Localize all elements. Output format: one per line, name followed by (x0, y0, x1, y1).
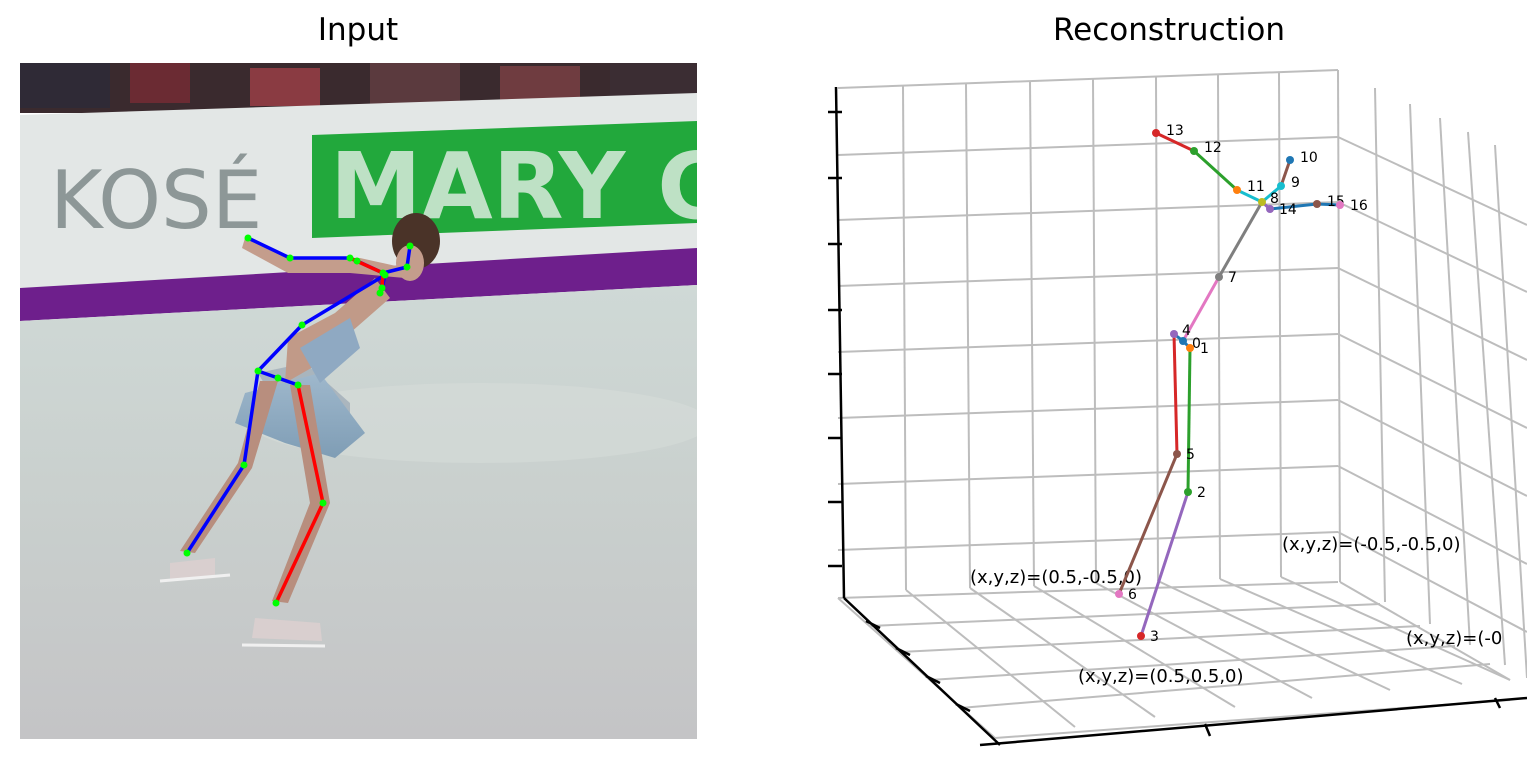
joint-2d (183, 549, 191, 557)
bone-2d-blue (242, 370, 260, 466)
joint-3d-10 (1286, 156, 1294, 164)
banner-text-right: MARY C (330, 133, 697, 240)
bone-3d (1186, 347, 1192, 493)
joint-3d-7 (1215, 273, 1223, 281)
reconstruction-panel: (x,y,z)=(0.5,-0.5,0) (x,y,z)=(-0.5,-0.5,… (790, 63, 1527, 759)
corner-label-front-right: (x,y,z)=(0.5,0.5,0) (1078, 666, 1244, 687)
joint-2d (254, 367, 262, 375)
joint-2d (319, 499, 327, 507)
joint-2d (298, 321, 306, 329)
bone-2d-blue (277, 376, 299, 387)
bone-3d (1172, 333, 1179, 455)
joint-3d-13 (1152, 129, 1160, 137)
bone-2d-blue (256, 323, 304, 373)
axis-ticks (828, 110, 1502, 737)
banner-text-left: KOSÉ (50, 153, 262, 247)
bone-3d (1279, 159, 1292, 187)
bone-3d (1139, 491, 1190, 637)
joint-label-5: 5 (1186, 447, 1195, 463)
joint-3d-2 (1184, 488, 1192, 496)
joint-3d-3 (1137, 632, 1145, 640)
joint-label-9: 9 (1291, 175, 1300, 191)
joint-2d (381, 271, 389, 279)
banner-green (312, 121, 697, 238)
corner-label-back-right: (x,y,z)=(-0.5,-0.5,0) (1282, 534, 1461, 555)
joint-3d-14 (1266, 205, 1274, 213)
joint-3d-0 (1179, 337, 1187, 345)
joint-3d-6 (1115, 590, 1123, 598)
ice-surface (20, 285, 697, 739)
joint-2d (286, 254, 294, 262)
reconstruction-plot: (x,y,z)=(0.5,-0.5,0) (x,y,z)=(-0.5,-0.5,… (828, 69, 1527, 747)
bone-2d-blue (247, 236, 291, 260)
joint-label-11: 11 (1247, 179, 1265, 195)
reconstruction-title: Reconstruction (1052, 12, 1286, 48)
bone-2d-blue (185, 464, 246, 554)
bone-3d (1261, 184, 1282, 204)
joint-2d (240, 461, 248, 469)
skeleton-2d (183, 234, 414, 607)
floor-grid (837, 576, 1511, 739)
joint-label-12: 12 (1204, 140, 1222, 156)
bone-2d-red (296, 384, 325, 504)
joint-2d (346, 254, 354, 262)
joint-2d (244, 234, 252, 242)
joint-2d (353, 257, 361, 265)
joint-label-3: 3 (1150, 629, 1159, 645)
joint-2d (376, 289, 384, 297)
joint-label-13: 13 (1166, 123, 1184, 139)
joint-label-1: 1 (1200, 341, 1209, 357)
bone-2d-red (274, 502, 325, 604)
joint-label-2: 2 (1197, 485, 1206, 501)
joint-2d (294, 381, 302, 389)
joint-3d-12 (1190, 147, 1198, 155)
bone-3d (1217, 201, 1264, 278)
joint-label-7: 7 (1228, 270, 1237, 286)
bone-2d-blue (301, 273, 386, 327)
joint-2d (272, 599, 280, 607)
purple-stripe (20, 248, 697, 321)
joint-label-8: 8 (1270, 191, 1279, 207)
side-wall-grid (1337, 69, 1527, 679)
corner-label-front-left: (x,y,z)=(0.5,-0.5,0) (970, 567, 1142, 588)
joint-2d (406, 242, 414, 250)
bone-3d (1236, 188, 1263, 204)
joint-2d (403, 263, 411, 271)
bone-3d (1181, 276, 1221, 342)
bone-3d (1117, 453, 1179, 595)
joint-label-4: 4 (1182, 323, 1191, 339)
input-title: Input (317, 12, 399, 48)
joint-3d-15 (1313, 200, 1321, 208)
input-image-panel: MARY C KOSÉ (20, 63, 697, 739)
joint-3d-8 (1258, 198, 1266, 206)
input-image: MARY C KOSÉ (20, 63, 697, 739)
back-wall-grid (837, 69, 1339, 599)
corner-label-far-right: (x,y,z)=(-0 (1406, 628, 1502, 649)
joint-label-0: 0 (1192, 336, 1201, 352)
joint-label-14: 14 (1279, 202, 1297, 218)
joint-2d (274, 374, 282, 382)
joint-3d-1 (1186, 344, 1194, 352)
bone-2d-blue (382, 265, 408, 275)
skater (159, 213, 440, 648)
bone-3d (1269, 202, 1318, 211)
bone-2d-blue (405, 245, 412, 268)
joint-label-6: 6 (1128, 587, 1137, 603)
bone-3d (1192, 149, 1239, 192)
joint-3d-9 (1277, 182, 1285, 190)
joint-label-10: 10 (1300, 150, 1318, 166)
bone-2d-blue (257, 369, 279, 380)
joint-3d-5 (1173, 450, 1181, 458)
joint-label-16: 16 (1350, 198, 1368, 214)
joint-3d-4 (1170, 330, 1178, 338)
joint-3d-16 (1336, 201, 1344, 209)
joint-3d-11 (1233, 186, 1241, 194)
bone-3d (1155, 131, 1195, 153)
